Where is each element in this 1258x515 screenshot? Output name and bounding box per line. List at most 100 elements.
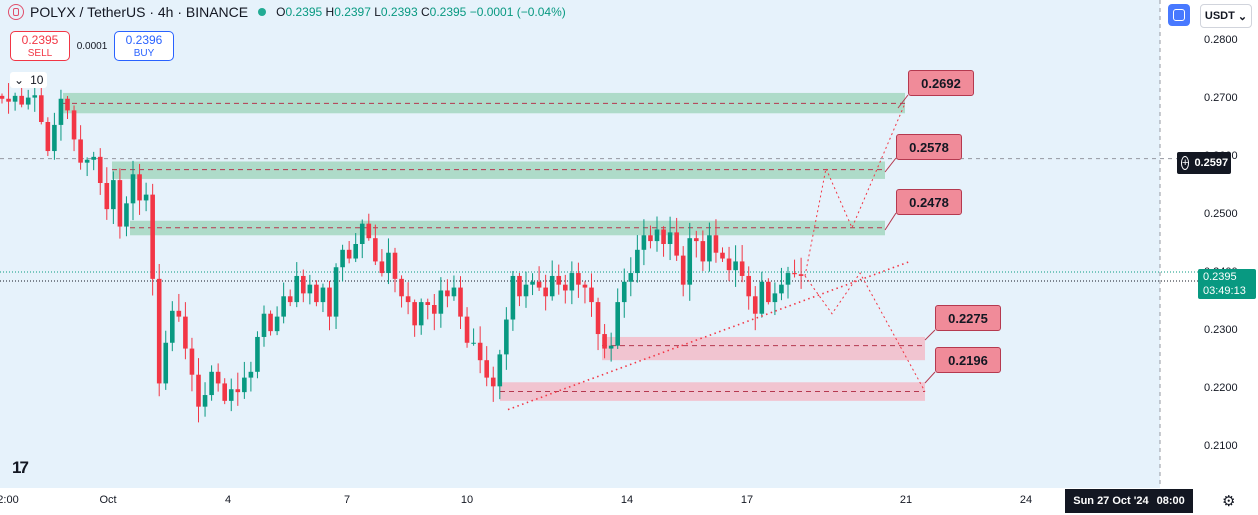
candle-body (248, 371, 254, 378)
price-tick-label: 0.2100 (1204, 440, 1238, 453)
candle-body (124, 203, 129, 227)
candle-body (386, 252, 391, 274)
candle-body (25, 97, 31, 105)
candle-body (170, 310, 175, 343)
candle-body (510, 275, 516, 320)
candle-body (576, 273, 581, 285)
candle-body (117, 180, 123, 227)
candle-body (373, 238, 378, 262)
sell-button[interactable]: 0.2395 SELL (10, 31, 70, 61)
callout-pointer (897, 94, 909, 109)
support-zone (500, 382, 925, 401)
price-tick-label: 0.2500 (1204, 207, 1238, 220)
settings-gear-icon[interactable]: ⚙ (1222, 493, 1236, 510)
indicator-count: 10 (30, 73, 44, 87)
zones-layer (0, 0, 1198, 488)
chevron-down-icon: ⌄ (1237, 10, 1248, 23)
candle-body (674, 232, 679, 256)
candle-body (287, 296, 293, 303)
candle-body (752, 296, 758, 314)
candle-body (19, 95, 24, 105)
crosshair-price-label[interactable]: + 0.2597 (1177, 152, 1231, 174)
callout-2[interactable]: 0.2478 (896, 189, 962, 215)
time-axis[interactable] (0, 488, 1160, 515)
candle-body (569, 273, 575, 291)
candle-body (490, 377, 496, 387)
drawings-layer (507, 94, 936, 411)
candle-body (150, 194, 155, 279)
symbol-title[interactable]: POLYX / TetherUS · 4h · BINANCE (30, 4, 249, 20)
candle-body (84, 159, 90, 163)
candle-body (438, 290, 444, 314)
candle-body (759, 281, 765, 314)
callout-0[interactable]: 0.2692 (908, 70, 974, 96)
candle-body (183, 316, 188, 349)
bullish-projection-path (804, 103, 906, 277)
candle-body (726, 258, 732, 271)
candle-body (242, 377, 247, 393)
plus-icon[interactable]: + (1181, 156, 1190, 170)
candle-body (0, 95, 5, 99)
candle-body (202, 395, 208, 407)
resistance-zone (112, 161, 885, 179)
candle-body (713, 235, 719, 253)
candle-body (137, 174, 142, 201)
ohlc-readout: O0.2395 H0.2397 L0.2393 C0.2395 −0.0001 … (276, 5, 566, 19)
candle-body (667, 232, 673, 244)
candle-body (733, 261, 738, 271)
candle-body (707, 235, 712, 262)
callout-4[interactable]: 0.2196 (935, 347, 1001, 373)
buy-button[interactable]: 0.2396 BUY (114, 31, 174, 61)
candle-body (700, 241, 706, 262)
candle-body (353, 244, 358, 259)
candle-body (746, 275, 751, 297)
candle-body (530, 281, 535, 285)
candle-body (320, 287, 326, 303)
candle-body (635, 249, 640, 274)
currency-select[interactable]: USDT ⌄ (1200, 4, 1252, 28)
candle-body (543, 287, 548, 297)
candle-body (143, 194, 149, 201)
candle-body (779, 284, 784, 294)
chart-toggle-icon[interactable] (1168, 4, 1190, 26)
tradingview-logo-icon[interactable]: 17 (12, 458, 29, 477)
price-axis[interactable] (1160, 0, 1258, 488)
candle-body (694, 238, 699, 242)
callout-1[interactable]: 0.2578 (896, 134, 962, 160)
candle-body (595, 302, 601, 335)
candle-body (549, 275, 555, 297)
candle-body (536, 281, 542, 288)
candle-body (32, 95, 38, 98)
chevron-down-icon: ⌄ (14, 73, 25, 87)
candle-body (471, 342, 476, 344)
indicators-toggle-button[interactable]: ⌄ 10 (10, 72, 48, 88)
candle-body (176, 310, 182, 317)
bearish-projection-path (804, 272, 926, 392)
candle-body (163, 342, 169, 384)
time-tick-label: 7 (343, 494, 351, 506)
candle-body (523, 284, 529, 297)
candle-body (739, 261, 745, 276)
candle-body (97, 156, 103, 183)
candle-body (661, 229, 666, 244)
price-tick-label: 0.2700 (1204, 91, 1238, 104)
candle-body (235, 389, 241, 393)
candle-body (563, 284, 568, 291)
candle-body (399, 278, 404, 297)
candle-body (130, 174, 136, 204)
time-tick-label: 21 (899, 494, 913, 506)
candle-body (45, 122, 51, 152)
candle-body (602, 334, 607, 349)
candle-body (314, 284, 319, 303)
candle-body (418, 302, 424, 326)
callout-3[interactable]: 0.2275 (935, 305, 1001, 331)
candle-body (294, 275, 300, 303)
candle-body (261, 313, 267, 337)
price-tick-label: 0.2200 (1204, 382, 1238, 395)
candle-body (654, 229, 660, 242)
candle-body (687, 238, 693, 285)
candle-body (615, 302, 620, 346)
candle-body (156, 278, 162, 384)
candle-body (432, 305, 437, 314)
